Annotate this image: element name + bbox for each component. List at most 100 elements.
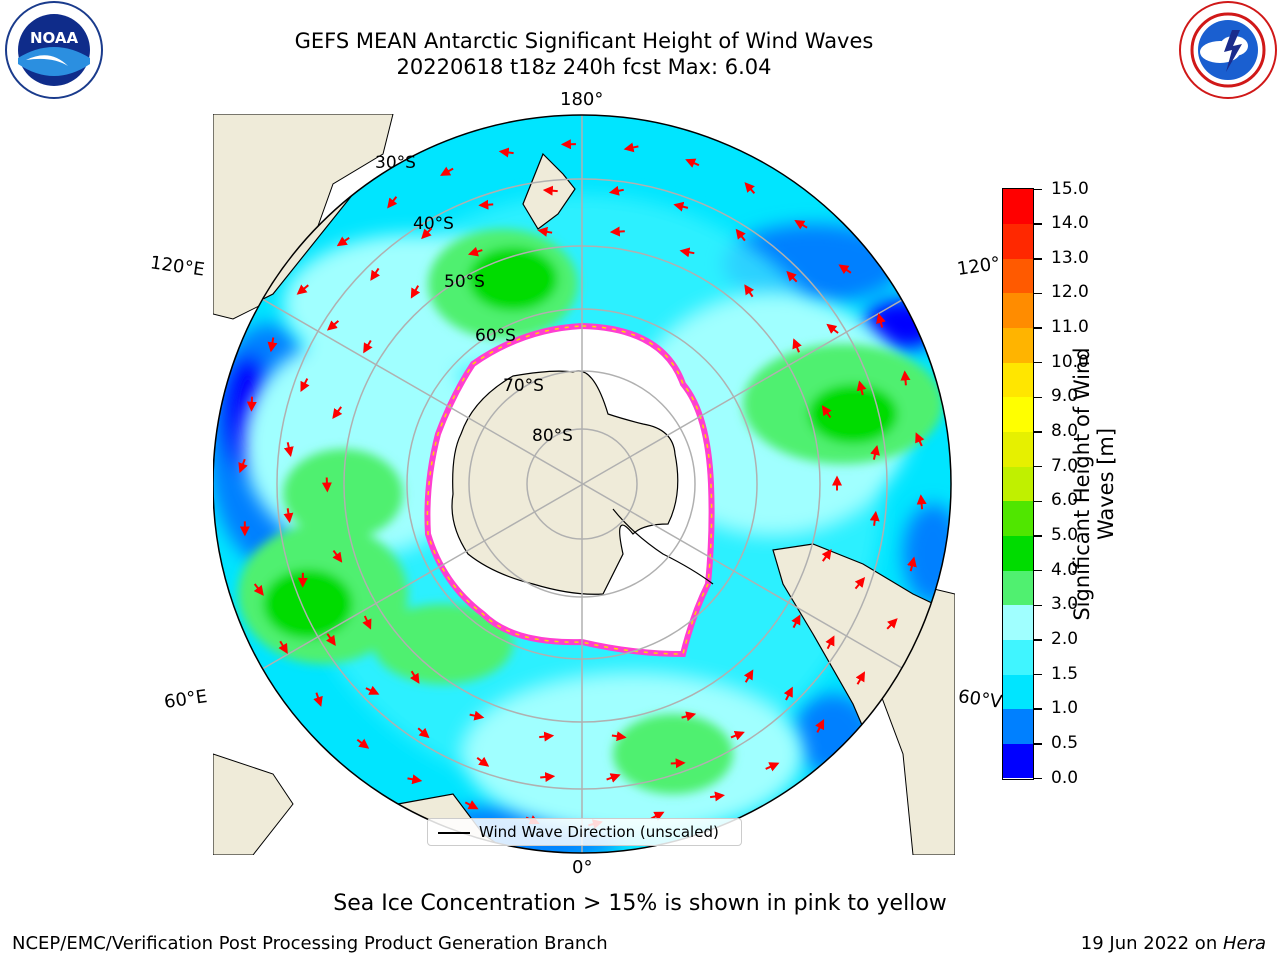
colorbar-segment: [1003, 431, 1033, 467]
colorbar-segment: [1003, 189, 1033, 225]
wave-direction-arrow: [300, 378, 310, 392]
colorbar-segment: [1003, 500, 1033, 536]
wave-direction-arrow: [365, 685, 380, 695]
wave-direction-arrow: [246, 396, 257, 412]
noaa-logo: NOAA: [4, 0, 104, 100]
wave-direction-arrow: [743, 669, 754, 683]
lat-label-40s: 40°S: [413, 214, 454, 234]
figure-title-line1: GEFS MEAN Antarctic Significant Height o…: [294, 29, 874, 53]
wave-direction-arrow: [267, 337, 278, 353]
colorbar-title-line1: Significant Height of Wind: [1070, 347, 1094, 621]
lon-label-upper-right: 120°: [955, 253, 1002, 280]
lon-label-lower-right: 60°V: [956, 686, 1004, 713]
wave-direction-arrow: [679, 247, 695, 258]
legend-label: Wind Wave Direction (unscaled): [479, 823, 719, 841]
wave-direction-arrow: [539, 731, 555, 742]
colorbar-tick-label: 15.0: [1051, 178, 1089, 199]
wave-direction-arrow: [826, 323, 839, 334]
colorbar-tick: [1034, 777, 1042, 780]
wave-direction-arrow: [336, 236, 350, 247]
wave-direction-arrow: [765, 762, 780, 772]
colorbar-tick-label: 7.0: [1051, 455, 1079, 476]
wave-direction-arrow: [609, 226, 625, 237]
wave-direction-arrow: [467, 246, 483, 257]
wave-direction-arrow: [709, 791, 725, 802]
colorbar-tick: [1034, 223, 1042, 225]
wave-direction-arrow: [744, 182, 756, 194]
wave-high-regions: [238, 229, 943, 794]
colorbar-tick: [1034, 604, 1042, 606]
wave-direction-arrow: [608, 185, 624, 196]
wave-direction-arrow: [409, 670, 420, 684]
lon-label-bottom: 0°: [572, 857, 593, 878]
colorbar-tick: [1034, 465, 1042, 468]
wave-direction-arrow: [283, 508, 294, 524]
colorbar-tick-label: 9.0: [1051, 386, 1079, 407]
wave-direction-arrow: [876, 313, 886, 328]
figure-title-line2: 20220618 t18z 240h fcst Max: 6.04: [396, 55, 772, 79]
graticule: [213, 115, 951, 853]
wave-direction-arrow: [469, 710, 485, 721]
colorbar-tick: [1034, 431, 1042, 433]
wave-direction-arrow: [869, 510, 880, 526]
wave-direction-arrow: [821, 548, 832, 562]
colorbar-tick: [1034, 188, 1042, 191]
wave-direction-arrow: [278, 640, 288, 655]
lon-label-lower-left: 60°E: [162, 686, 209, 713]
colorbar-segment: [1003, 743, 1033, 779]
wave-direction-arrow: [915, 432, 925, 447]
wave-direction-arrow: [673, 201, 689, 212]
footer-host: Hera: [1222, 933, 1266, 954]
wave-direction-arrow: [417, 727, 430, 739]
wave-direction-arrow: [685, 158, 700, 168]
lat-label-80s: 80°S: [532, 426, 573, 446]
colorbar-tick-label: 6.0: [1051, 490, 1079, 511]
wave-direction-arrow: [253, 583, 264, 596]
wave-direction-arrow: [650, 811, 665, 821]
colorbar-tick: [1034, 396, 1042, 399]
colorbar-segment: [1003, 466, 1033, 502]
colorbar-tick-label: 2.0: [1051, 628, 1079, 649]
wind-wave-direction-arrows: [238, 139, 927, 829]
colorbar-tick-label: 11.0: [1051, 317, 1089, 338]
colorbar-tick-label: 1.0: [1051, 698, 1079, 719]
wave-direction-arrow: [498, 147, 514, 158]
wave-direction-arrow: [611, 731, 627, 742]
wave-direction-arrow: [387, 196, 398, 209]
colorbar-tick: [1034, 673, 1042, 676]
wave-direction-arrow: [363, 339, 373, 354]
lat-label-70s: 70°S: [503, 376, 544, 396]
wave-direction-arrow: [370, 267, 380, 281]
colorbar-tick: [1034, 327, 1042, 329]
wave-direction-arrow: [326, 633, 336, 646]
footer-credit: NCEP/EMC/Verification Post Processing Pr…: [12, 933, 608, 954]
wave-direction-arrow: [476, 756, 490, 767]
wave-direction-arrow: [623, 142, 639, 153]
nws-logo: [1178, 0, 1278, 100]
wave-direction-arrow: [783, 686, 793, 701]
footer-date: 19 Jun 2022 on Hera: [1081, 933, 1266, 954]
wave-direction-arrow: [478, 199, 494, 210]
colorbar-tick-label: 0.5: [1051, 732, 1079, 753]
wave-direction-arrow: [791, 614, 801, 629]
wave-direction-arrow: [730, 730, 745, 741]
lat-label-60s: 60°S: [475, 326, 516, 346]
colorbar-tick-label: 0.0: [1051, 767, 1079, 788]
colorbar-tick-label: 13.0: [1051, 247, 1089, 268]
wave-direction-arrow: [744, 284, 754, 298]
colorbar-segment: [1003, 327, 1033, 363]
wave-direction-arrow: [821, 405, 832, 419]
colorbar-segment: [1003, 258, 1033, 294]
map-boundary: [213, 114, 952, 854]
colorbar-segment: [1003, 708, 1033, 744]
wave-direction-arrow: [321, 477, 332, 493]
wave-direction-arrow: [900, 370, 911, 386]
colorbar-tick: [1034, 361, 1042, 364]
wave-direction-arrow: [886, 618, 898, 630]
colorbar-tick: [1034, 292, 1042, 295]
colorbar-title: Significant Height of Wind Waves [m]: [1070, 347, 1118, 620]
wave-direction-arrow: [815, 719, 825, 733]
wave-direction-arrow: [464, 800, 479, 810]
wave-direction-arrow: [854, 577, 866, 590]
wave-direction-arrow: [855, 671, 865, 685]
